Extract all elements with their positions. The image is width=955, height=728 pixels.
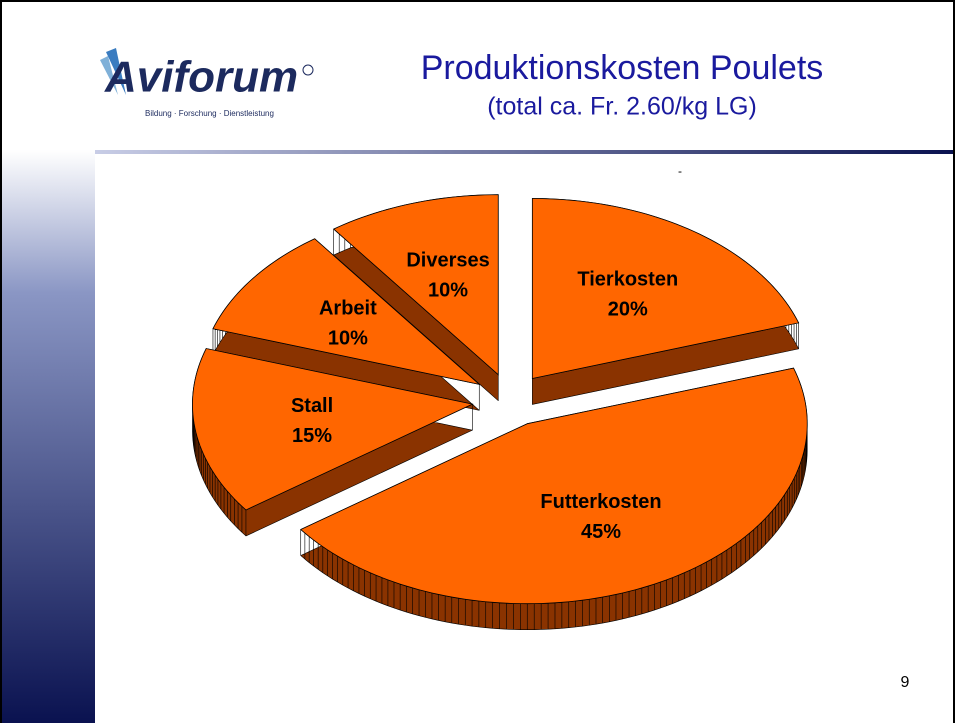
slice-label: Stall [291, 395, 333, 417]
left-bar [2, 150, 95, 723]
slice-label: Tierkosten [577, 268, 678, 290]
annotation: - [678, 164, 682, 178]
slice-value-label: 10% [328, 327, 368, 349]
logo-name: Aviforum [104, 53, 298, 102]
slice-value-label: 10% [428, 280, 468, 302]
slice-value-label: 15% [292, 425, 332, 447]
slice: Diverses 10% [332, 194, 499, 402]
header-rule [95, 150, 953, 154]
slice-label: Diverses [406, 250, 489, 272]
slice: Stall 15% [192, 348, 474, 537]
slice: Futterkosten 45% [299, 367, 808, 631]
border-top [0, 0, 955, 2]
slice-value-label: 20% [608, 298, 648, 320]
pie: Diverses 10% Tierkosten 20% Arbeit 10% Stall 15… [192, 194, 808, 631]
slice [192, 348, 474, 511]
page-number: 9 [901, 674, 910, 691]
slice: Tierkosten 20% [531, 198, 800, 405]
slice [332, 194, 499, 376]
logo-swoosh [106, 48, 126, 95]
logo-tagline: Bildung · Forschung · Dienstleistung [145, 109, 274, 118]
slice-value-label: 45% [581, 521, 621, 543]
chart-title: Produktionskosten Poulets [421, 49, 824, 87]
logo-mark [302, 64, 314, 76]
slice [531, 198, 800, 379]
slice-label: Futterkosten [540, 491, 661, 513]
slice-label: Arbeit [319, 297, 377, 319]
slice [212, 238, 481, 386]
logo: Aviforum Bildung · Forschung · Dienstlei… [100, 48, 314, 118]
border-left [0, 0, 2, 723]
chart-subtitle: (total ca. Fr. 2.60/kg LG) [487, 93, 757, 121]
border-right [953, 0, 955, 723]
slice [299, 367, 808, 605]
logo-swoosh [100, 56, 118, 95]
